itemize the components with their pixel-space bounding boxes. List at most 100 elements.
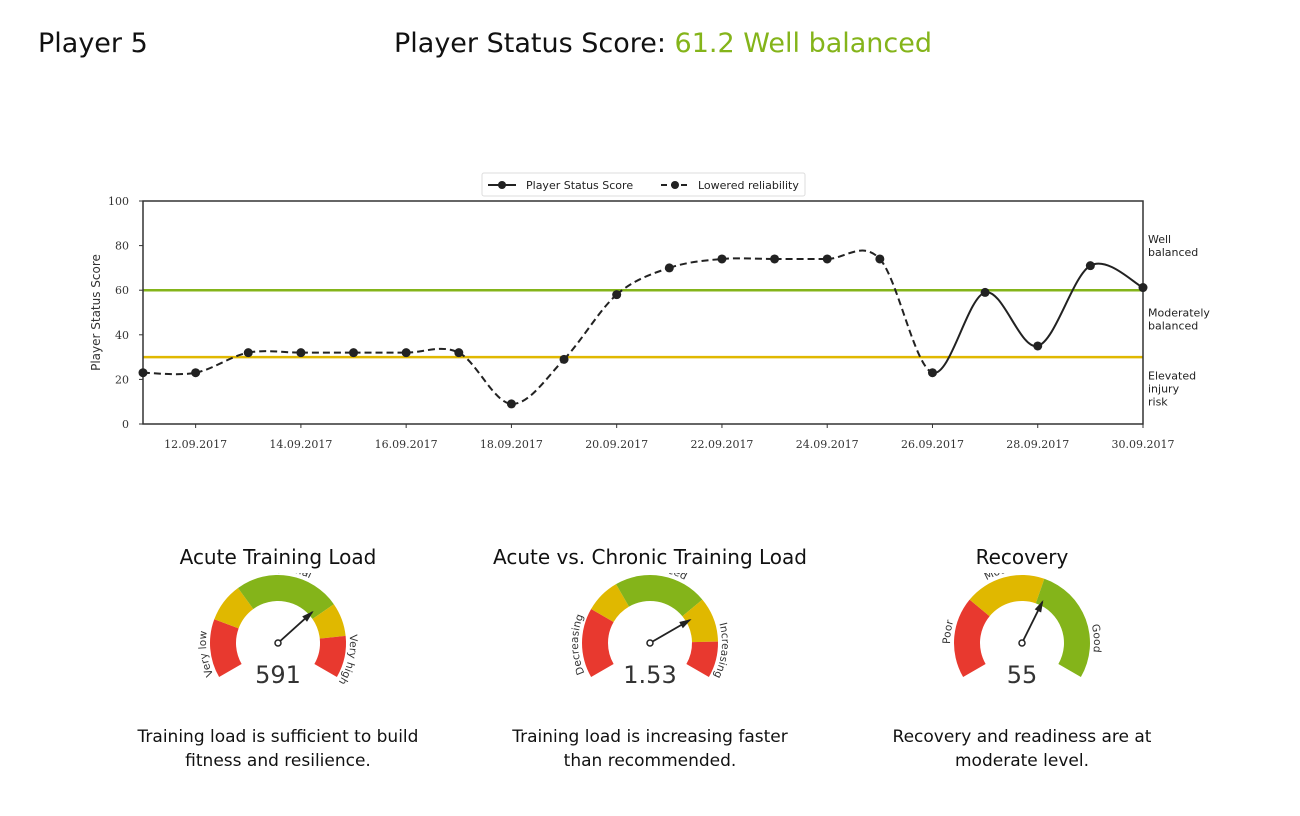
plot-frame	[142, 200, 1144, 425]
legend-label: Lowered reliability	[698, 179, 799, 192]
series-segment-lowered-reliability	[563, 293, 618, 361]
zone-label-line: injury	[1148, 382, 1180, 395]
x-tick-label: 22.09.2017	[690, 438, 753, 451]
gauge-description-line: Recovery and readiness are at	[892, 727, 1152, 747]
status-score-text: Well balanced	[743, 28, 933, 59]
series-segment-lowered-reliability	[879, 258, 933, 374]
gauge-zone-label: Good	[1089, 623, 1103, 653]
data-point-lowered-reliability	[401, 348, 411, 358]
x-tick-label: 24.09.2017	[796, 438, 859, 451]
series-segment-lowered-reliability	[668, 257, 723, 269]
y-tick-label: 80	[115, 240, 129, 253]
gauge-description-line: moderate level.	[955, 751, 1089, 771]
zone-label-line: Elevated	[1148, 369, 1196, 382]
data-point-lowered-reliability	[191, 368, 201, 378]
y-axis-label: Player Status Score	[89, 254, 103, 371]
zone-label: Well balanced	[1148, 233, 1198, 259]
gauge-segment	[582, 609, 614, 677]
gauge-description-line: fitness and resilience.	[185, 751, 371, 771]
gauge-description: Training load is sufficient to build fit…	[78, 725, 478, 773]
legend-marker	[671, 181, 679, 189]
series-segment-lowered-reliability	[248, 350, 301, 354]
zone-label-line: balanced	[1148, 320, 1198, 333]
series-segment-lowered-reliability	[827, 249, 881, 260]
series-segment-player-status-score	[932, 291, 986, 374]
data-point-lowered-reliability	[454, 348, 464, 358]
x-tick-label: 28.09.2017	[1006, 438, 1069, 451]
zone-label: Elevated injury risk	[1148, 369, 1196, 408]
data-point-lowered-reliability	[559, 354, 569, 364]
legend-marker	[498, 181, 506, 189]
gauge-description: Training load is increasing faster than …	[450, 725, 850, 773]
x-tick-label: 20.09.2017	[585, 438, 648, 451]
y-tick-label: 100	[108, 195, 129, 208]
data-point-lowered-reliability	[506, 399, 516, 409]
gauge-title: Acute Training Load	[179, 545, 377, 569]
series-segment-lowered-reliability	[406, 347, 460, 354]
data-point	[1033, 341, 1043, 351]
gauge-title: Acute vs. Chronic Training Load	[493, 545, 807, 569]
gauge-needle-pivot	[1018, 639, 1026, 647]
zone-label-line: balanced	[1148, 246, 1198, 259]
gauge-value: 1.53	[623, 661, 676, 689]
legend: Player Status Score Lowered reliability	[481, 172, 806, 197]
data-point-lowered-reliability	[822, 254, 832, 264]
gauge-acute-vs-chronic: Acute vs. Chronic Training Load Decreasi…	[450, 545, 850, 773]
data-point	[1138, 283, 1148, 293]
gauge-acute-training-load: Acute Training Load Very lowOptimalVery …	[78, 545, 478, 773]
y-tick-label: 60	[115, 284, 129, 297]
gauge-description-line: Training load is increasing faster	[512, 727, 788, 747]
data-point-lowered-reliability	[612, 290, 622, 300]
data-point-lowered-reliability	[138, 368, 148, 378]
status-score-label: Player Status Score:	[394, 28, 666, 59]
series-segment-player-status-score	[1089, 262, 1144, 289]
x-tick-label: 18.09.2017	[480, 438, 543, 451]
series-segment-lowered-reliability	[721, 257, 775, 260]
gauge-needle-arrowhead	[302, 610, 314, 622]
gauge-needle-pivot	[274, 639, 282, 647]
gauge-dial: DecreasingBalancedIncreasing1.53	[569, 573, 731, 689]
data-point	[1085, 261, 1095, 271]
data-point-lowered-reliability	[770, 254, 780, 264]
data-point-lowered-reliability	[296, 348, 306, 358]
gauge-needle-arrowhead	[679, 619, 692, 629]
zone-label-line: risk	[1148, 395, 1168, 408]
x-tick-label: 12.09.2017	[164, 438, 227, 451]
x-tick-label: 30.09.2017	[1112, 438, 1175, 451]
gauge-dial: PoorModerateGood55	[941, 573, 1103, 689]
status-score-heading: Player Status Score: 61.2 Well balanced	[394, 28, 932, 59]
legend-label: Player Status Score	[526, 179, 633, 192]
series-segment-lowered-reliability	[616, 266, 670, 296]
data-point	[980, 287, 990, 297]
x-tick-label: 14.09.2017	[269, 438, 332, 451]
gauge-title: Recovery	[975, 545, 1069, 569]
zone-label: Moderately balanced	[1148, 307, 1210, 333]
zone-label-line: Well	[1148, 233, 1171, 246]
legend-box	[481, 172, 806, 197]
y-tick-label: 0	[122, 418, 129, 431]
data-point-lowered-reliability	[243, 348, 253, 358]
data-point-lowered-reliability	[349, 348, 359, 358]
y-tick-label: 40	[115, 329, 129, 342]
gauge-zone-label-text: Good	[1089, 623, 1103, 653]
gauge-description-line: Training load is sufficient to build	[137, 727, 419, 747]
gauge-segment	[312, 604, 346, 639]
gauge-description-line: than recommended.	[563, 751, 737, 771]
gauge-segment	[210, 619, 242, 677]
gauge-segment	[591, 584, 629, 622]
gauge-segment	[954, 599, 990, 677]
player-status-chart: 0 20 40 60 80 100 12.09.2017 14.09.2017 16.09.20…	[89, 172, 1210, 451]
gauge-needle-arrowhead	[1034, 600, 1044, 613]
gauge-value: 591	[255, 661, 301, 689]
series-segment-lowered-reliability	[458, 351, 512, 405]
series-segment-player-status-score	[984, 291, 1038, 347]
gauge-segment	[682, 599, 718, 643]
status-score-value: 61.2	[674, 28, 735, 59]
gauge-segment	[214, 587, 254, 629]
zone-label-line: Moderately	[1148, 307, 1210, 320]
gauge-segment	[238, 575, 334, 620]
y-tick-label: 20	[115, 373, 129, 386]
data-point-lowered-reliability	[664, 263, 674, 273]
gauge-recovery: Recovery PoorModerateGood55 Recovery and…	[822, 545, 1222, 773]
